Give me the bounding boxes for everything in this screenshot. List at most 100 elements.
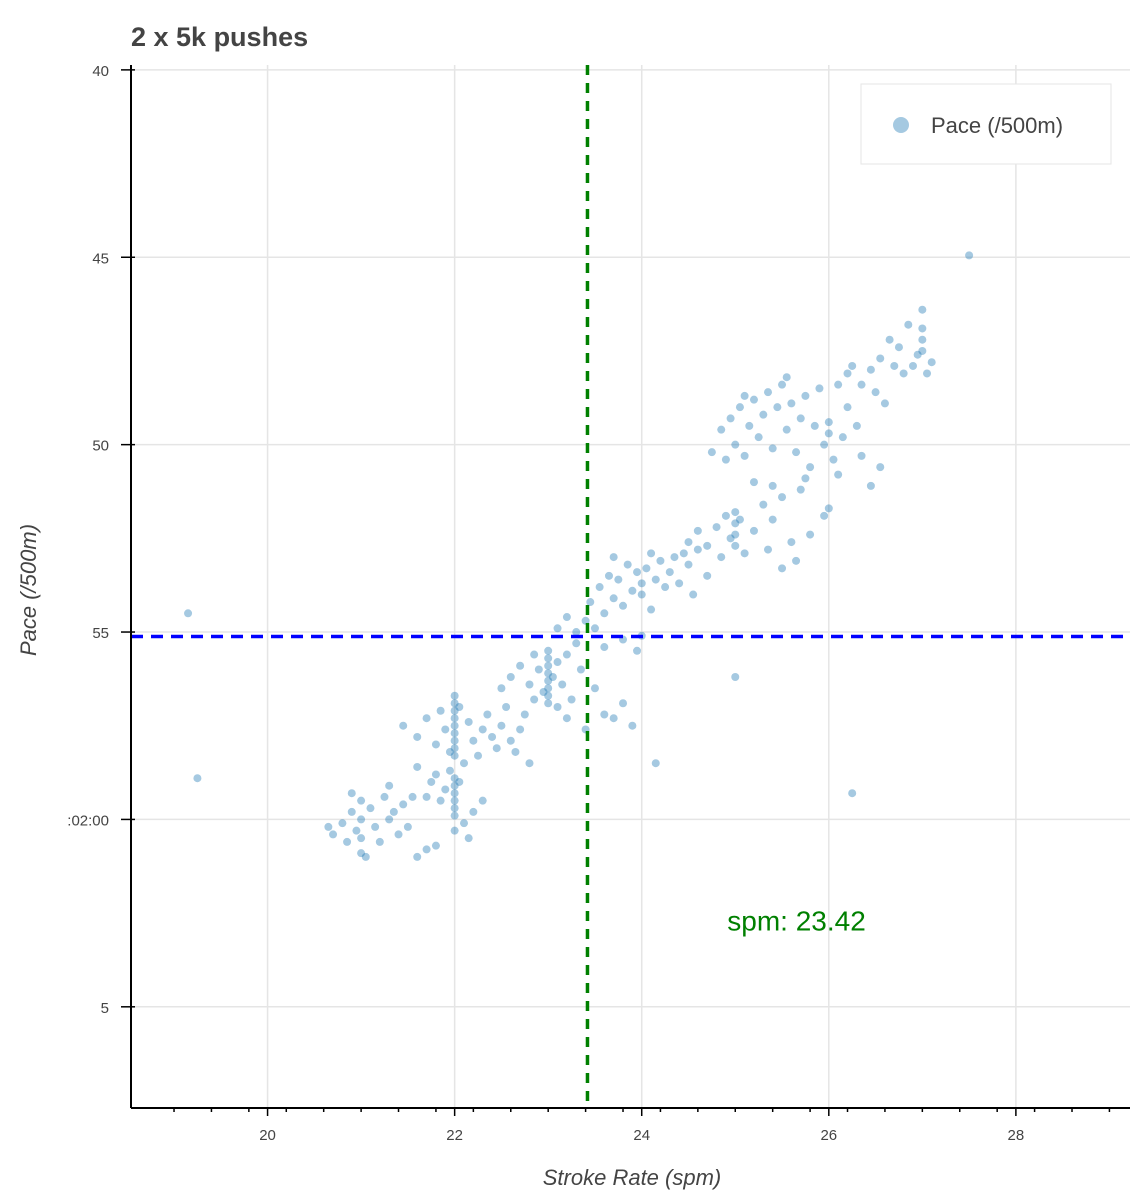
data-point [796,485,805,494]
x-tick-label: 22 [446,1127,463,1144]
data-point [792,448,801,457]
data-point [329,830,338,839]
data-point [385,781,394,790]
data-point [338,819,347,828]
data-point [492,744,501,753]
data-point [637,579,646,588]
x-tick-label: 20 [259,1127,276,1144]
data-point [450,721,459,730]
data-point [740,451,749,460]
data-point [670,553,679,562]
data-point [778,380,787,389]
data-point [623,560,632,569]
data-point [838,433,847,442]
data-point [590,624,599,633]
data-point [590,684,599,693]
data-point [768,515,777,524]
data-point [399,721,408,730]
data-point [633,646,642,655]
data-point [824,504,833,513]
data-point [721,511,730,520]
data-point [792,556,801,565]
data-point [731,541,740,550]
data-point [665,568,674,577]
data-point [530,650,539,659]
data-point [604,571,613,580]
data-point [609,553,618,562]
data-point [778,564,787,573]
legend: Pace (/500m) [860,83,1112,165]
data-point [544,661,553,670]
data-point [600,710,609,719]
legend-marker [893,117,909,133]
data-point [357,849,366,858]
chart-title: 2 x 5k pushes [131,22,308,52]
data-point [647,549,656,558]
data-point [764,388,773,397]
data-point [876,354,885,363]
data-point [815,384,824,393]
data-point [651,575,660,584]
data-point [880,399,889,408]
data-point [759,410,768,419]
data-point [324,822,333,831]
data-point [385,815,394,824]
data-point [595,583,604,592]
data-point [787,538,796,547]
data-point [474,751,483,760]
data-point [651,759,660,768]
data-point [749,395,758,404]
data-point [450,699,459,708]
data-point [567,695,576,704]
data-point [824,429,833,438]
data-point [731,673,740,682]
data-point [745,421,754,430]
data-point [600,643,609,652]
y-tick-label: 55 [92,625,109,642]
data-point [193,774,202,783]
data-point [609,714,618,723]
data-point [389,807,398,816]
data-point [445,766,454,775]
data-point [562,650,571,659]
data-point [684,538,693,547]
data-point [572,639,581,648]
data-point [450,789,459,798]
data-point [497,721,506,730]
data-point [852,421,861,430]
data-point [436,706,445,715]
data-point [357,796,366,805]
data-point [586,598,595,607]
data-point [689,590,698,599]
y-tick-label: 50 [92,438,109,455]
data-point [478,725,487,734]
data-point [778,493,787,502]
data-point [633,568,642,577]
data-point [506,673,515,682]
data-point [544,654,553,663]
data-point [525,680,534,689]
legend-box [860,83,1112,165]
points [184,251,974,861]
data-point [894,343,903,352]
data-point [647,605,656,614]
data-point [848,789,857,798]
data-point [731,519,740,528]
data-point [357,834,366,843]
data-point [857,451,866,460]
data-point [749,526,758,535]
x-axis-label: Stroke Rate (spm) [543,1165,722,1190]
axes: 20 22 24 26 28 40 45 50 55:02:00 5 [67,63,1130,1144]
data-point [553,658,562,667]
data-point [619,601,628,610]
data-point [726,414,735,423]
data-point [918,346,927,355]
data-point [918,335,927,344]
data-point [890,361,899,370]
data-point [731,440,740,449]
data-point [876,463,885,472]
data-point [749,478,758,487]
data-point [834,470,843,479]
data-point [675,579,684,588]
